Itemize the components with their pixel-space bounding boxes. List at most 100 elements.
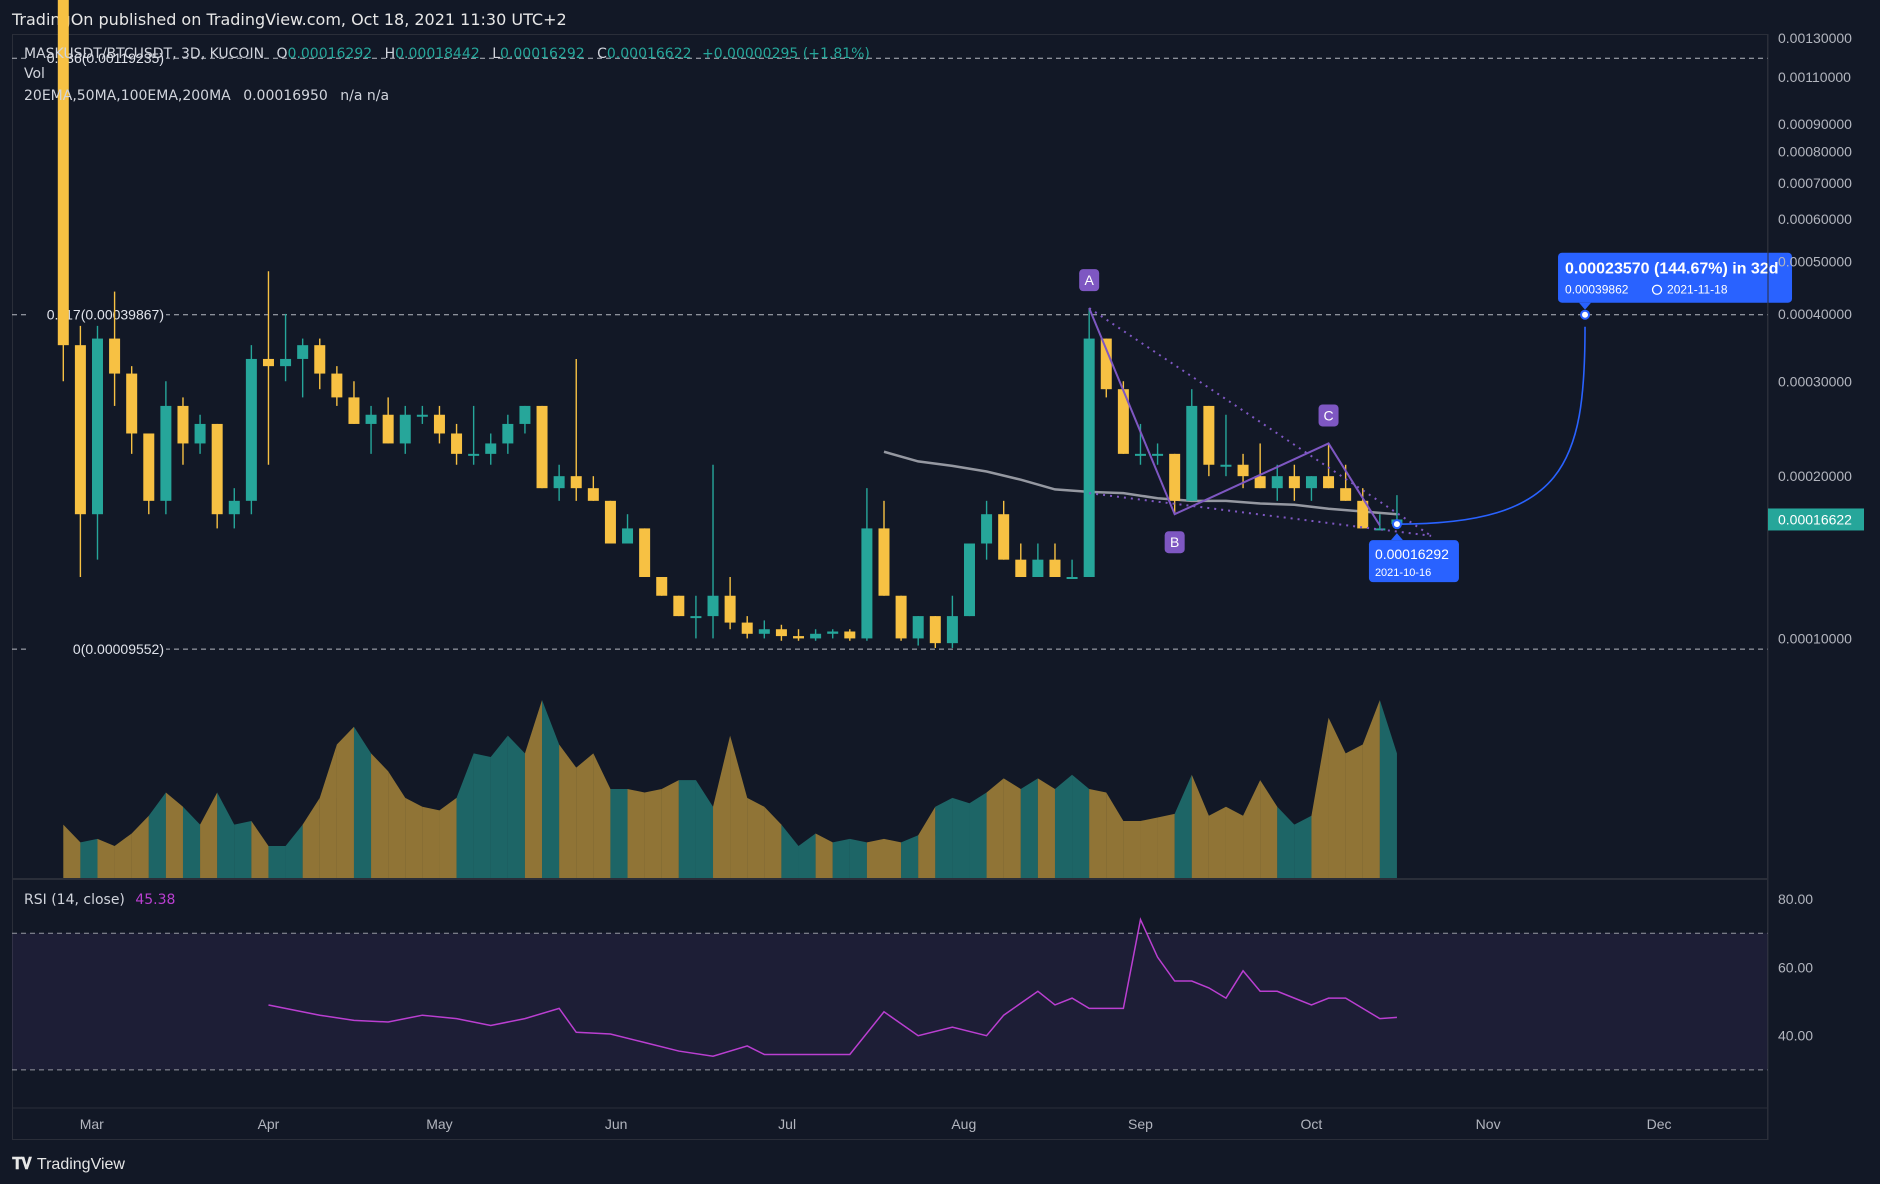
candle[interactable] — [1374, 514, 1386, 531]
volume-area-segment — [593, 753, 611, 878]
candle[interactable] — [74, 325, 86, 578]
candle[interactable] — [433, 405, 445, 444]
volume-label[interactable]: Vol — [24, 66, 45, 82]
candle[interactable] — [314, 338, 326, 390]
candle[interactable] — [519, 405, 531, 434]
candle[interactable] — [194, 414, 206, 454]
candle[interactable] — [1288, 464, 1300, 501]
candle[interactable] — [1357, 488, 1369, 529]
candle[interactable] — [741, 616, 753, 639]
candle[interactable] — [331, 366, 343, 406]
open-label: O — [276, 46, 288, 62]
candle[interactable] — [348, 381, 360, 424]
candle[interactable] — [177, 397, 189, 465]
candle[interactable] — [861, 488, 873, 641]
candle[interactable] — [622, 514, 634, 544]
candle[interactable] — [1015, 543, 1027, 578]
volume-area-segment — [405, 797, 423, 878]
candle[interactable] — [365, 405, 377, 454]
projection-start-point[interactable] — [1391, 519, 1402, 530]
candle[interactable] — [1117, 381, 1129, 454]
candle[interactable] — [895, 595, 907, 641]
candle[interactable] — [1305, 476, 1317, 501]
candle[interactable] — [673, 595, 685, 617]
ma-label[interactable]: 20EMA,50MA,100EMA,200MA — [24, 88, 231, 104]
candle[interactable] — [1186, 389, 1198, 501]
candle[interactable] — [878, 500, 890, 596]
candle[interactable] — [1203, 405, 1215, 477]
candle[interactable] — [451, 423, 463, 465]
pattern-point-badge[interactable] — [1079, 269, 1100, 292]
candle[interactable] — [126, 366, 138, 454]
candle[interactable] — [929, 616, 941, 648]
candle[interactable] — [1066, 559, 1078, 580]
candle[interactable] — [1032, 543, 1044, 578]
candle[interactable] — [998, 500, 1010, 560]
candle[interactable] — [553, 464, 565, 501]
pattern-point-badge[interactable] — [1318, 404, 1339, 427]
candle[interactable] — [1323, 443, 1335, 489]
projection-target-point[interactable] — [1580, 309, 1591, 320]
candle[interactable] — [1152, 443, 1164, 465]
candle-body — [553, 476, 565, 489]
candle[interactable] — [639, 528, 651, 578]
volume-area-segment — [182, 806, 201, 878]
candle[interactable] — [245, 345, 257, 515]
candle[interactable] — [382, 397, 394, 444]
candle[interactable] — [91, 325, 103, 560]
candle-body — [587, 488, 599, 501]
candle[interactable] — [946, 595, 958, 648]
candle[interactable] — [211, 423, 223, 529]
candle[interactable] — [485, 433, 497, 465]
volume-area-segment — [1003, 778, 1021, 878]
candle-body — [895, 595, 907, 639]
candle[interactable] — [160, 381, 172, 515]
candle[interactable] — [399, 405, 411, 454]
candle[interactable] — [297, 338, 309, 398]
candle[interactable] — [109, 291, 121, 406]
ma-value: 0.00016950 — [243, 88, 328, 104]
candle[interactable] — [810, 629, 822, 641]
candle[interactable] — [793, 629, 805, 641]
candle[interactable] — [57, 0, 69, 382]
candle[interactable] — [775, 624, 787, 641]
candle[interactable] — [262, 271, 274, 465]
candle[interactable] — [468, 405, 480, 465]
candle[interactable] — [981, 500, 993, 560]
volume-area-segment — [866, 838, 884, 878]
symbol-label[interactable]: MASKUSDT/BTCUSDT, 3D, KUCOIN — [24, 46, 265, 62]
candle[interactable] — [963, 543, 975, 617]
candle[interactable] — [656, 577, 668, 596]
candle[interactable] — [587, 476, 599, 501]
candle[interactable] — [724, 577, 736, 630]
candle[interactable] — [416, 405, 428, 424]
candle[interactable] — [690, 595, 702, 639]
candle[interactable] — [844, 629, 856, 641]
start-label-date: 2021-10-16 — [1375, 567, 1431, 579]
candle[interactable] — [570, 358, 582, 501]
candle[interactable] — [1220, 414, 1232, 477]
rsi-label[interactable]: RSI (14, close) — [24, 892, 125, 908]
candle[interactable] — [827, 629, 839, 639]
start-label[interactable]: 0.00016292 2021-10-16 — [1368, 533, 1459, 583]
candle[interactable] — [758, 620, 770, 639]
candle[interactable] — [280, 313, 292, 382]
footer-brand[interactable]: TradingView — [36, 1156, 125, 1173]
pattern-point-badge[interactable] — [1164, 531, 1185, 554]
candle[interactable] — [536, 405, 548, 489]
candle[interactable] — [1083, 308, 1095, 578]
candle[interactable] — [707, 464, 719, 639]
volume-area-segment — [131, 815, 149, 878]
current-price-tag-bg[interactable] — [1768, 508, 1864, 531]
candle[interactable] — [228, 488, 240, 529]
candle[interactable] — [912, 616, 924, 646]
candle[interactable] — [502, 414, 514, 454]
candle[interactable] — [1049, 543, 1061, 578]
candle[interactable] — [143, 433, 155, 515]
candle[interactable] — [604, 500, 616, 544]
candle[interactable] — [1254, 443, 1266, 489]
candle[interactable] — [1169, 453, 1181, 515]
candle[interactable] — [1271, 464, 1283, 501]
target-label[interactable]: 0.00023570 (144.67%) in 32d 0.00039862 202… — [1558, 252, 1793, 310]
